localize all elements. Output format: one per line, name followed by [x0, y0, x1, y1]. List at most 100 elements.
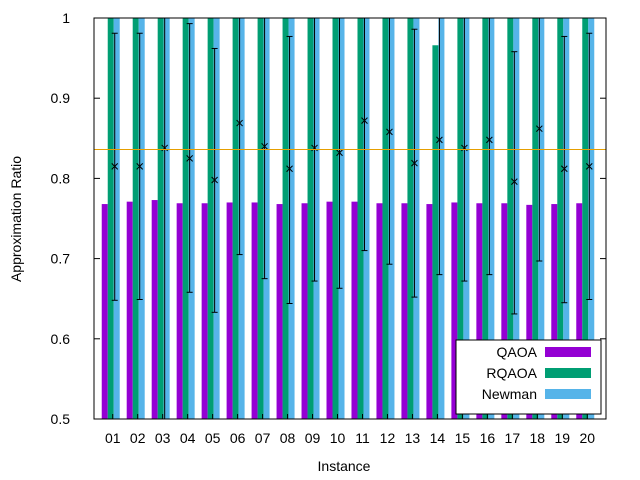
mean-marker-b-13 — [411, 159, 418, 167]
x-tick-label-06: 06 — [230, 430, 246, 446]
bar-rqaoa-14 — [432, 45, 439, 419]
bar-qaoa-07 — [251, 202, 258, 419]
bar-newman-03 — [163, 18, 170, 419]
bar-newman-09 — [313, 18, 320, 419]
legend-label-newman: Newman — [482, 386, 537, 402]
bar-qaoa-14 — [426, 204, 433, 419]
mean-marker-b-08 — [286, 165, 293, 173]
bar-rqaoa-17 — [507, 18, 514, 419]
bar-qaoa-02 — [126, 201, 133, 419]
bar-rqaoa-15 — [457, 18, 464, 419]
bar-newman-06 — [238, 18, 245, 419]
x-tick-label-05: 05 — [205, 430, 221, 446]
y-tick-label-0.7: 0.7 — [51, 251, 71, 267]
bar-rqaoa-03 — [157, 18, 164, 419]
bar-rqaoa-04 — [182, 18, 189, 419]
bar-qaoa-03 — [151, 200, 158, 419]
bar-rqaoa-20 — [582, 18, 589, 419]
bar-qaoa-08 — [276, 204, 283, 419]
mean-marker-b-19 — [560, 165, 568, 173]
bar-rqaoa-09 — [307, 18, 314, 419]
bar-qaoa-04 — [176, 203, 183, 419]
bar-newman-11 — [363, 18, 370, 419]
x-tick-label-16: 16 — [480, 430, 496, 446]
bar-newman-15 — [463, 18, 470, 419]
x-tick-label-03: 03 — [155, 430, 171, 446]
mean-marker-b-12 — [386, 128, 393, 136]
bar-rqaoa-01 — [107, 18, 114, 419]
legend-swatch-qaoa — [545, 347, 591, 357]
mean-marker-b-01 — [111, 163, 119, 170]
x-tick-label-15: 15 — [455, 430, 471, 446]
bar-newman-02 — [138, 18, 145, 419]
x-tick-label-20: 20 — [579, 430, 595, 446]
bar-qaoa-10 — [326, 201, 333, 419]
bar-rqaoa-11 — [357, 18, 364, 419]
x-tick-label-10: 10 — [330, 430, 346, 446]
bar-newman-13 — [413, 18, 420, 419]
x-axis: 01 02 03 04 05 06 07 08 09 10 11 12 13 14 15 16 17 18 19 20 — [105, 414, 595, 446]
bar-newman-07 — [263, 18, 270, 419]
x-tick-label-07: 07 — [255, 430, 271, 446]
bar-rqaoa-18 — [532, 18, 539, 419]
bar-newman-20 — [588, 18, 595, 419]
x-tick-label-01: 01 — [105, 430, 121, 446]
bar-rqaoa-08 — [282, 18, 289, 419]
bar-newman-05 — [213, 18, 220, 419]
error-bars-layer — [111, 17, 593, 420]
bar-qaoa-11 — [351, 201, 358, 419]
bar-qaoa-18 — [526, 204, 533, 419]
bar-rqaoa-19 — [557, 18, 564, 419]
bar-newman-12 — [388, 18, 395, 419]
y-tick-label-0.9: 0.9 — [51, 90, 71, 106]
x-tick-label-17: 17 — [505, 430, 521, 446]
mean-marker-b-14 — [436, 136, 443, 144]
x-tick-label-19: 19 — [555, 430, 571, 446]
mean-marker-b-05 — [211, 176, 218, 184]
x-tick-label-02: 02 — [130, 430, 146, 446]
bar-rqaoa-02 — [132, 18, 139, 419]
bar-rqaoa-16 — [482, 18, 489, 419]
x-tick-label-08: 08 — [280, 430, 296, 446]
y-tick-label-0.5: 0.5 — [51, 411, 71, 427]
legend-swatch-rqaoa — [545, 368, 591, 378]
legend: QAOA RQAOA Newman — [455, 339, 602, 415]
y-tick-label-0.6: 0.6 — [51, 331, 71, 347]
bar-qaoa-01 — [101, 204, 108, 419]
y-tick-label-0.8: 0.8 — [51, 170, 71, 186]
bar-qaoa-19 — [551, 204, 558, 419]
mean-marker-b-07 — [261, 142, 268, 150]
bar-qaoa-15 — [451, 202, 458, 419]
bars-layer — [101, 18, 595, 419]
mean-marker-b-10 — [336, 149, 343, 157]
bar-newman-04 — [188, 18, 195, 419]
bar-newman-01 — [113, 18, 120, 419]
bar-newman-10 — [338, 18, 345, 419]
mean-marker-b-17 — [510, 178, 518, 185]
mean-marker-b-16 — [486, 136, 493, 144]
x-tick-label-13: 13 — [405, 430, 421, 446]
bar-qaoa-13 — [401, 203, 408, 419]
bar-rqaoa-06 — [232, 18, 239, 419]
mean-marker-b-11 — [361, 117, 368, 125]
x-tick-label-09: 09 — [305, 430, 321, 446]
bar-qaoa-17 — [501, 203, 508, 419]
mean-marker-b-20 — [585, 163, 593, 170]
bar-newman-18 — [538, 18, 545, 419]
y-axis: 0.5 0.6 0.7 0.8 0.9 1 — [51, 10, 606, 427]
bar-qaoa-16 — [476, 203, 483, 419]
bar-newman-14 — [438, 18, 445, 419]
bar-qaoa-09 — [301, 203, 308, 419]
bar-qaoa-05 — [201, 203, 208, 419]
legend-swatch-newman — [545, 389, 591, 399]
x-tick-label-11: 11 — [355, 430, 370, 446]
mean-marker-b-02 — [136, 163, 144, 170]
mean-marker-b-06 — [236, 119, 243, 127]
bar-qaoa-12 — [376, 203, 383, 419]
legend-label-rqaoa: RQAOA — [486, 365, 537, 381]
mean-marker-b-04 — [186, 154, 194, 162]
bar-qaoa-06 — [226, 202, 233, 419]
x-tick-label-18: 18 — [530, 430, 546, 446]
bar-newman-08 — [288, 18, 295, 419]
plot-frame — [93, 17, 607, 420]
